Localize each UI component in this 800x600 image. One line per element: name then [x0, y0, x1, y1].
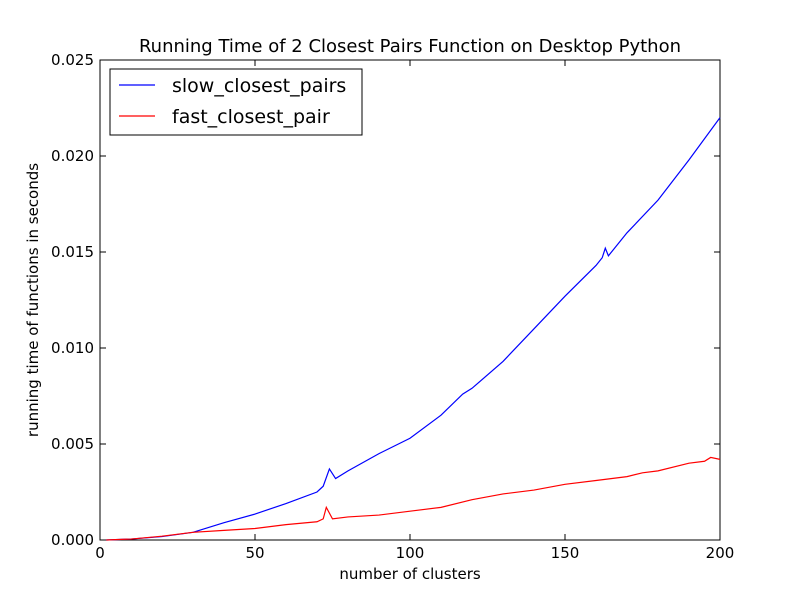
legend-label-fast-closest-pair: fast_closest_pair: [172, 106, 330, 128]
y-tick-label: 0.010: [51, 339, 94, 357]
y-tick-label: 0.005: [51, 435, 94, 453]
x-axis-label: number of clusters: [339, 565, 481, 583]
x-tick-label: 200: [706, 544, 735, 562]
series-line-fast-closest-pair: [106, 456, 721, 541]
y-tick-label: 0.020: [51, 147, 94, 165]
plot-area: [99, 59, 721, 541]
y-tick-label: 0.025: [51, 51, 94, 69]
x-tick-label: 100: [396, 544, 425, 562]
y-axis-label: running time of functions in seconds: [24, 163, 42, 437]
legend-label-slow-closest-pairs: slow_closest_pairs: [172, 75, 346, 97]
series-layer: [106, 117, 721, 541]
y-tick-label: 0.000: [51, 531, 94, 549]
chart-title: Running Time of 2 Closest Pairs Function…: [139, 36, 681, 57]
x-tick-label: 150: [551, 544, 580, 562]
series-line-slow-closest-pairs: [106, 117, 721, 541]
x-tick-label: 50: [245, 544, 264, 562]
ticks-layer: 0 50 100 150 200 0.000 0.005 0.010 0.015 0.020 0.0…: [51, 51, 734, 562]
x-tick-label: 0: [95, 544, 105, 562]
legend: slow_closest_pairs fast_closest_pair: [109, 68, 363, 136]
y-tick-label: 0.015: [51, 243, 94, 261]
legend-box: [109, 68, 363, 136]
